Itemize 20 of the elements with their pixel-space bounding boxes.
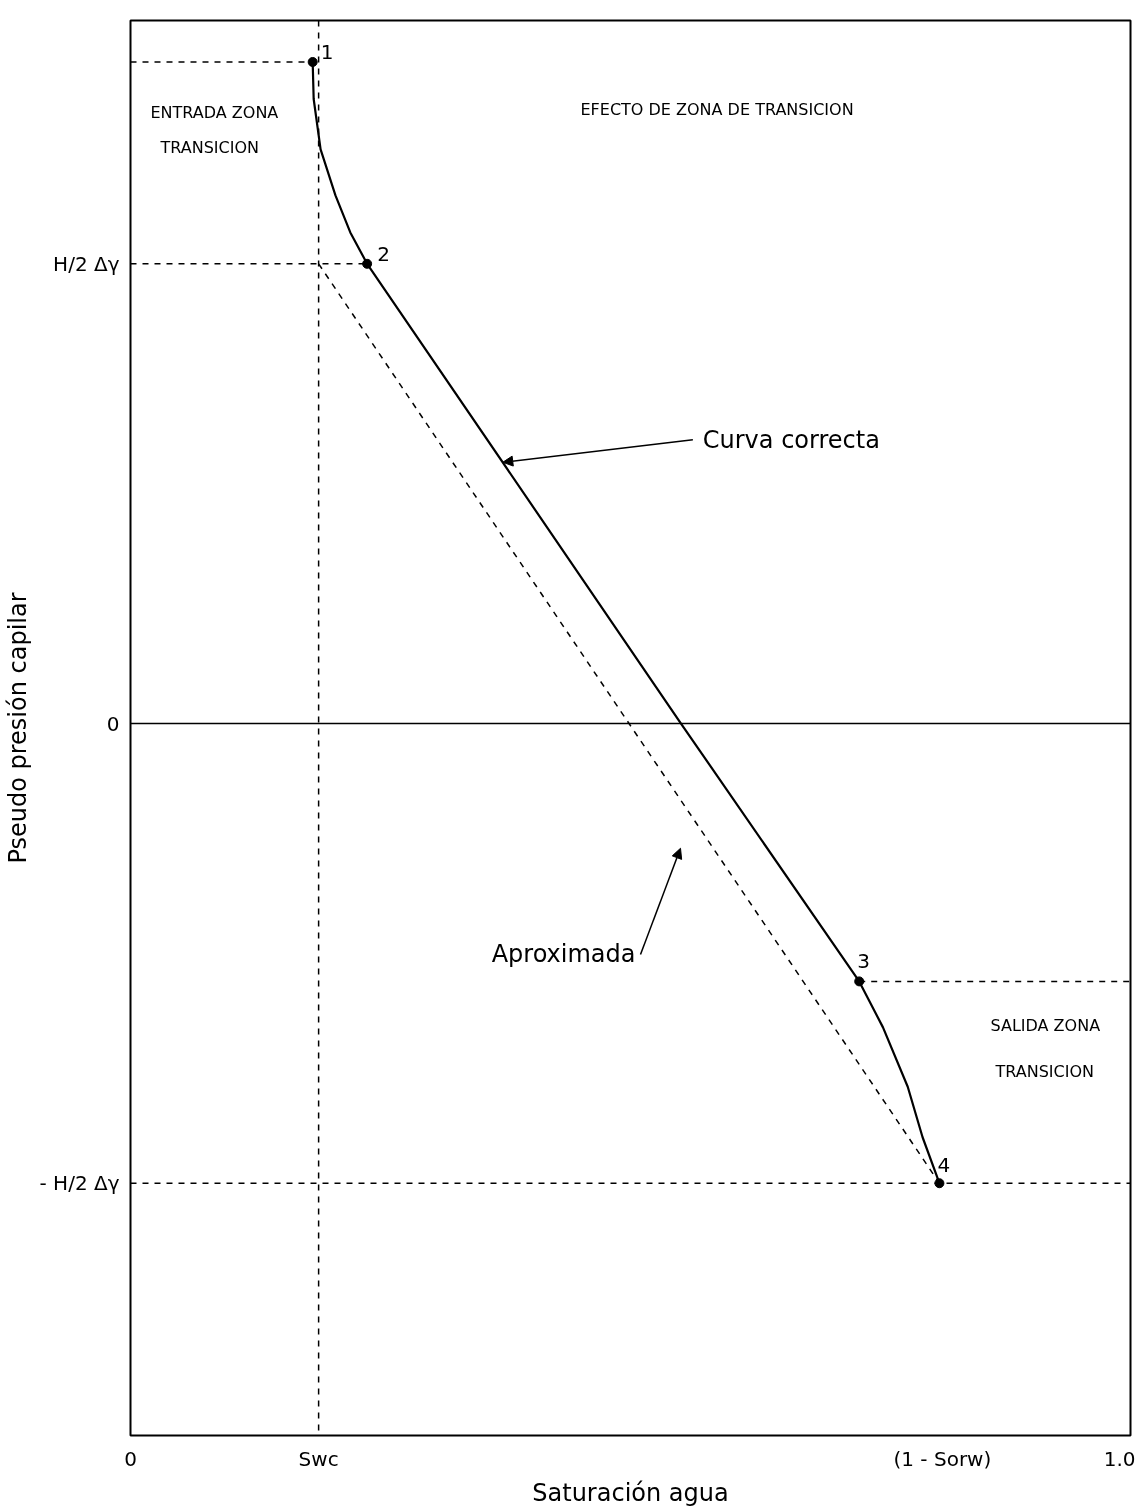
annotation: 4 bbox=[937, 1153, 951, 1178]
ref-line-label: 0 bbox=[106, 711, 120, 736]
annotation: TRANSICION bbox=[994, 1062, 1094, 1082]
annotation: 3 bbox=[857, 949, 870, 974]
x-axis-title: Saturación agua bbox=[532, 1478, 729, 1507]
x-tick-label: 1.0 bbox=[1103, 1446, 1135, 1471]
ref-line-label: - H/2 Δγ bbox=[39, 1171, 120, 1196]
annotation: EFECTO DE ZONA DE TRANSICION bbox=[580, 100, 854, 120]
annotation: 2 bbox=[377, 241, 390, 266]
annotation: 1 bbox=[320, 39, 334, 64]
x-tick-label: 0 bbox=[124, 1446, 137, 1471]
annotation: ENTRADA ZONA bbox=[150, 102, 279, 122]
x-tick-label: (1 - Sorw) bbox=[893, 1446, 992, 1471]
annotation: Aproximada bbox=[491, 940, 636, 969]
series-label: H/2 Δγ bbox=[53, 251, 120, 276]
x-tick-label: Swc bbox=[298, 1446, 339, 1471]
y-axis-title: Pseudo presión capilar bbox=[3, 592, 32, 864]
annotation: SALIDA ZONA bbox=[990, 1015, 1101, 1035]
annotation: TRANSICION bbox=[159, 138, 259, 158]
annotation: Curva correcta bbox=[702, 425, 880, 454]
